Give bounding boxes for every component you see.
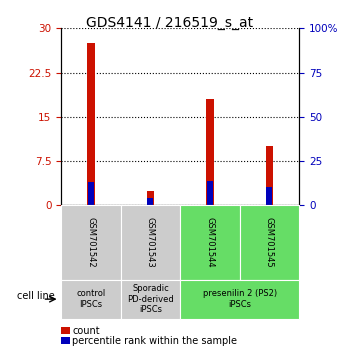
Text: GDS4141 / 216519_s_at: GDS4141 / 216519_s_at [86,16,254,30]
Text: presenilin 2 (PS2)
iPSCs: presenilin 2 (PS2) iPSCs [203,290,277,309]
Text: Sporadic
PD-derived
iPSCs: Sporadic PD-derived iPSCs [127,284,174,314]
Text: GSM701542: GSM701542 [86,217,96,268]
Bar [267,187,272,205]
Bar [266,146,273,205]
Bar [148,198,153,205]
Text: percentile rank within the sample: percentile rank within the sample [72,336,237,346]
Text: GSM701543: GSM701543 [146,217,155,268]
Bar [87,43,95,205]
Text: GSM701545: GSM701545 [265,217,274,268]
Bar [206,99,214,205]
Text: GSM701544: GSM701544 [205,217,215,268]
Bar [88,182,94,205]
Bar [207,181,213,205]
Text: cell line: cell line [17,291,54,301]
Text: control
IPSCs: control IPSCs [76,290,106,309]
Bar [147,190,154,205]
Text: count: count [72,326,100,336]
